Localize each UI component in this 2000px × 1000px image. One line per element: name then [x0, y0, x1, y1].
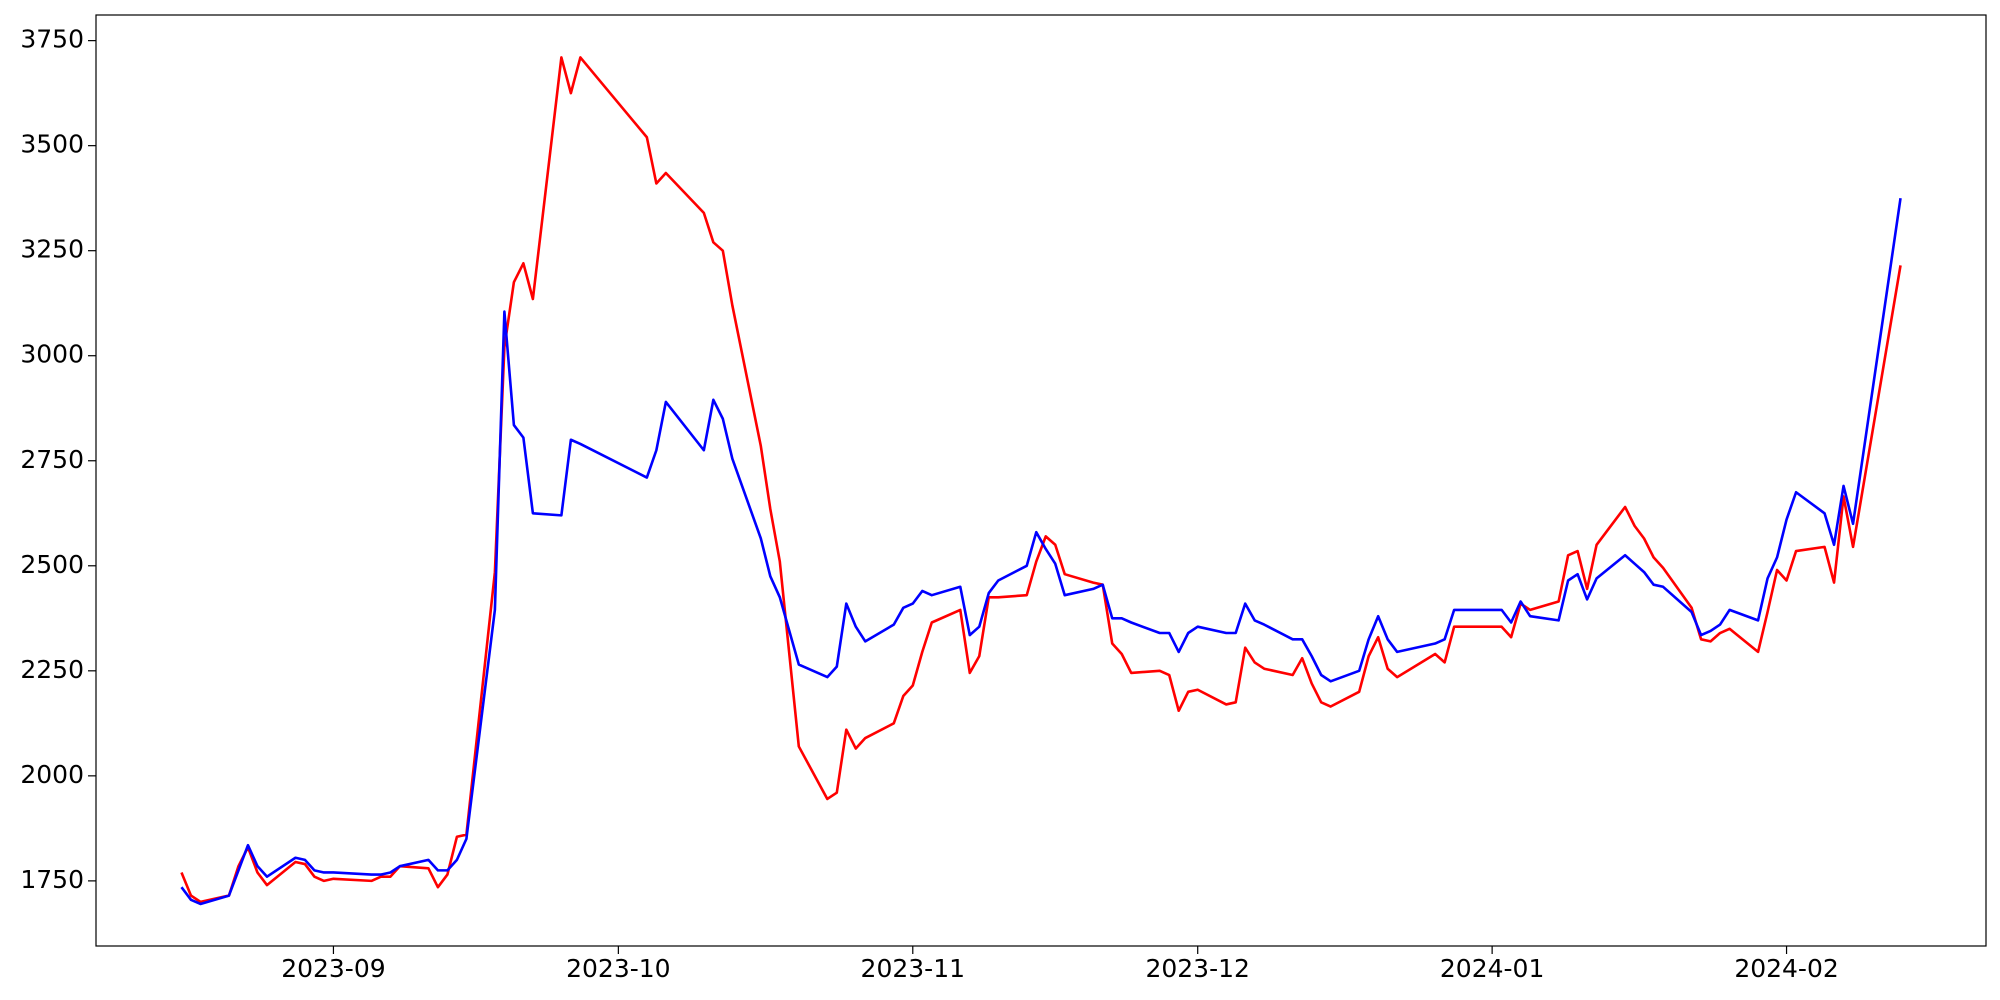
x-tick-label: 2023-11: [861, 954, 965, 983]
x-tick-label: 2023-12: [1145, 954, 1249, 983]
y-tick-label: 3750: [20, 25, 84, 54]
line-series: [180, 56, 1902, 904]
y-tick-label: 1750: [20, 865, 84, 894]
y-tick-label: 2500: [20, 550, 84, 579]
y-tick-label: 2000: [20, 760, 84, 789]
y-tick-label: 2250: [20, 655, 84, 684]
x-tick-label: 2023-09: [281, 954, 385, 983]
y-tick-label: 3250: [20, 235, 84, 264]
x-tick-label: 2023-10: [566, 954, 670, 983]
plot-frame: [95, 14, 1987, 947]
y-tick-label: 3500: [20, 130, 84, 159]
line-series: [180, 197, 1902, 906]
x-tick-label: 2024-01: [1440, 954, 1544, 983]
y-tick-label: 2750: [20, 445, 84, 474]
y-tick-label: 3000: [20, 340, 84, 369]
x-tick-label: 2024-02: [1734, 954, 1838, 983]
